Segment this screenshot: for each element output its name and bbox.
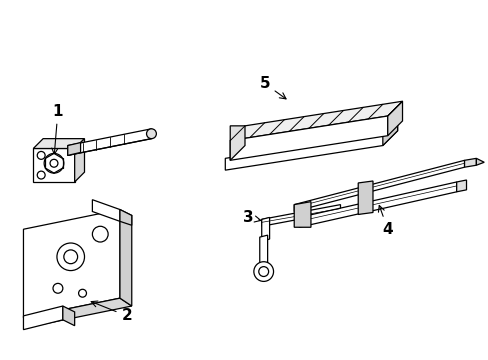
Polygon shape [259,235,267,271]
Polygon shape [294,202,310,227]
Circle shape [258,267,268,276]
Polygon shape [92,200,120,221]
Polygon shape [75,139,84,182]
Circle shape [146,129,156,139]
Circle shape [50,159,58,167]
Polygon shape [23,298,131,326]
Polygon shape [382,119,397,145]
Circle shape [64,250,78,264]
Polygon shape [68,143,81,156]
Text: 1: 1 [52,104,63,154]
Polygon shape [63,306,75,326]
Text: 5: 5 [259,76,285,99]
Text: 3: 3 [242,210,260,225]
Circle shape [57,243,84,271]
Polygon shape [225,119,397,170]
Polygon shape [358,181,372,215]
Polygon shape [68,129,151,156]
Polygon shape [456,180,466,192]
Polygon shape [464,158,475,167]
Circle shape [37,152,45,159]
Polygon shape [120,210,131,225]
Polygon shape [33,148,75,182]
Polygon shape [120,210,131,306]
Polygon shape [261,204,340,226]
Polygon shape [294,160,464,212]
Circle shape [37,171,45,179]
Polygon shape [299,182,456,227]
Polygon shape [23,306,63,330]
Polygon shape [475,158,483,165]
Polygon shape [230,101,402,141]
Polygon shape [23,210,120,318]
Text: 2: 2 [91,301,132,323]
Polygon shape [230,126,244,160]
Circle shape [53,283,63,293]
Circle shape [92,226,108,242]
Circle shape [253,262,273,282]
Polygon shape [387,101,402,136]
Circle shape [44,153,64,173]
Polygon shape [230,116,387,160]
Text: 4: 4 [378,206,392,237]
Circle shape [79,289,86,297]
Polygon shape [261,217,269,241]
Polygon shape [33,139,84,148]
